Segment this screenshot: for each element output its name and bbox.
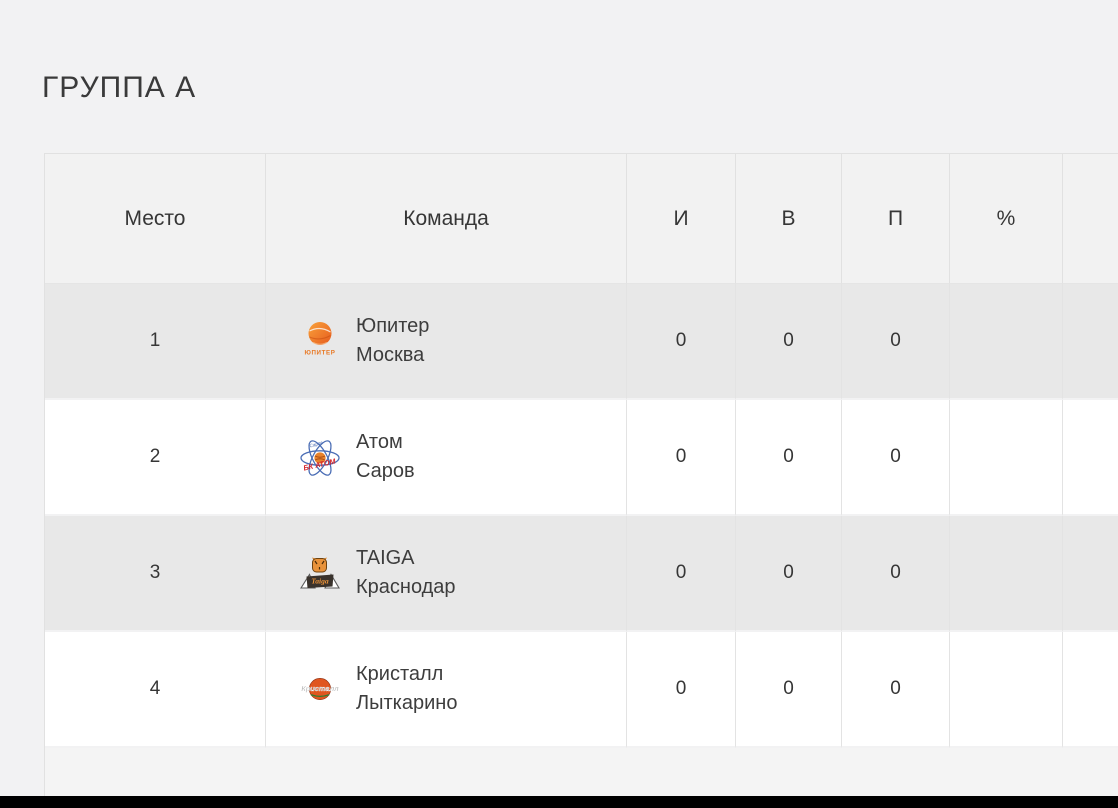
- col-header-percent: %: [950, 154, 1063, 284]
- team-name: Кристалл: [356, 663, 444, 685]
- col-header-extra: [1063, 154, 1118, 284]
- svg-text:ЮПИТЕР: ЮПИТЕР: [305, 350, 336, 357]
- wins-cell: 0: [736, 284, 842, 400]
- wins-cell: 0: [736, 516, 842, 632]
- svg-text:Саров: Саров: [309, 440, 324, 449]
- percent-cell: [950, 516, 1063, 632]
- extra-cell: [1063, 400, 1118, 516]
- jupiter-team-logo-icon: ЮПИТЕР: [297, 318, 343, 364]
- team-cell: Саров БК АТОМ Атом Саров: [266, 400, 627, 516]
- standings-table-wrap: Место Команда И В П % 1: [44, 153, 1118, 806]
- team-city: Лыткарино: [356, 692, 458, 714]
- losses-cell: 0: [842, 284, 950, 400]
- wins-cell: 0: [736, 400, 842, 516]
- col-header-wins: В: [736, 154, 842, 284]
- percent-cell: [950, 284, 1063, 400]
- table-header-row: Место Команда И В П %: [45, 154, 1118, 284]
- wins-cell: 0: [736, 632, 842, 748]
- team-name: TAIGA: [356, 547, 415, 569]
- place-cell: 4: [45, 632, 266, 748]
- table-row: 1: [45, 284, 1118, 400]
- col-header-games: И: [627, 154, 736, 284]
- percent-cell: [950, 400, 1063, 516]
- svg-text:Кристалл: Кристалл: [301, 684, 339, 693]
- games-cell: 0: [627, 632, 736, 748]
- losses-cell: 0: [842, 516, 950, 632]
- group-title: ГРУППА А: [42, 71, 197, 104]
- col-header-place: Место: [45, 154, 266, 284]
- team-city: Москва: [356, 344, 425, 366]
- kristall-team-logo-icon: Кристалл: [297, 666, 343, 712]
- bottom-bar: [0, 796, 1118, 808]
- extra-cell: [1063, 632, 1118, 748]
- games-cell: 0: [627, 284, 736, 400]
- col-header-team: Команда: [266, 154, 627, 284]
- losses-cell: 0: [842, 632, 950, 748]
- team-link-kristall[interactable]: Кристалл Лыткарино: [356, 660, 457, 718]
- games-cell: 0: [627, 400, 736, 516]
- team-cell: ЮПИТЕР Юпитер Москва: [266, 284, 627, 400]
- team-name: Юпитер: [356, 315, 430, 337]
- team-city: Саров: [356, 460, 415, 482]
- team-cell: Кристалл Кристалл Лыткарино: [266, 632, 627, 748]
- games-cell: 0: [627, 516, 736, 632]
- team-link-jupiter[interactable]: Юпитер Москва: [356, 312, 429, 370]
- percent-cell: [950, 632, 1063, 748]
- place-cell: 3: [45, 516, 266, 632]
- team-link-atom[interactable]: Атом Саров: [356, 428, 415, 486]
- table-row: 3: [45, 516, 1118, 632]
- taiga-team-logo-icon: Taiga: [297, 550, 343, 596]
- team-link-taiga[interactable]: TAIGA Краснодар: [356, 544, 456, 602]
- table-row: 2: [45, 400, 1118, 516]
- extra-cell: [1063, 284, 1118, 400]
- place-cell: 1: [45, 284, 266, 400]
- standings-table: Место Команда И В П % 1: [44, 153, 1118, 806]
- team-name: Атом: [356, 431, 403, 453]
- table-row: 4 Кристалл: [45, 632, 1118, 748]
- svg-text:Taiga: Taiga: [311, 577, 329, 586]
- losses-cell: 0: [842, 400, 950, 516]
- team-city: Краснодар: [356, 576, 456, 598]
- team-cell: Taiga TAIGA Краснодар: [266, 516, 627, 632]
- place-cell: 2: [45, 400, 266, 516]
- atom-team-logo-icon: Саров БК АТОМ: [297, 434, 343, 480]
- extra-cell: [1063, 516, 1118, 632]
- col-header-losses: П: [842, 154, 950, 284]
